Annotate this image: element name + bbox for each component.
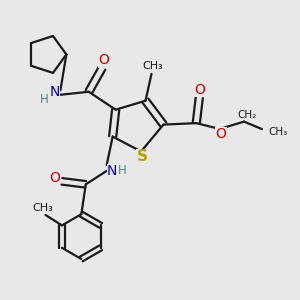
Text: CH₃: CH₃ [32, 203, 53, 213]
Text: O: O [49, 171, 60, 185]
Text: N: N [107, 164, 117, 178]
Text: H: H [40, 93, 48, 106]
Text: CH₂: CH₂ [237, 110, 257, 120]
Text: H: H [118, 164, 127, 177]
Text: CH₃: CH₃ [142, 61, 164, 71]
Text: S: S [136, 149, 147, 164]
Text: CH₃: CH₃ [268, 127, 287, 137]
Text: O: O [216, 128, 226, 142]
Text: O: O [195, 83, 206, 97]
Text: N: N [50, 85, 60, 99]
Text: O: O [98, 53, 109, 68]
